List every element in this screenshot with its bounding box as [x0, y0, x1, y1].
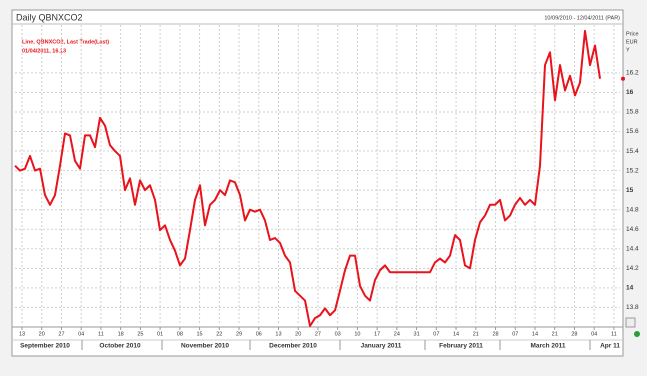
x-tick-label: 15 [197, 331, 203, 337]
y-tick-label: 15.8 [626, 109, 639, 116]
zoom-icon[interactable] [625, 317, 636, 328]
x-tick-label: 20 [39, 331, 45, 337]
x-tick-label: 25 [137, 331, 143, 337]
y-tick-label: 14 [626, 285, 634, 292]
x-tick-label: 29 [236, 331, 242, 337]
axis-label: Price [626, 31, 639, 37]
y-tick-label: 14.4 [626, 245, 639, 252]
x-tick-label: 28 [492, 331, 498, 337]
month-label: December 2010 [269, 343, 317, 350]
x-tick-label: 22 [216, 331, 222, 337]
x-tick-label: 24 [394, 331, 400, 337]
x-tick-label: 07 [512, 331, 518, 337]
x-tick-label: 11 [98, 331, 104, 337]
x-tick-label: 27 [58, 331, 64, 337]
y-tick-label: 14.8 [626, 206, 639, 213]
x-tick-label: 04 [591, 331, 597, 337]
x-tick-label: 06 [256, 331, 262, 337]
y-tick-label: 13.8 [626, 304, 639, 311]
y-tick-label: 15 [626, 187, 634, 194]
month-label: September 2010 [20, 343, 70, 350]
x-tick-label: 07 [433, 331, 439, 337]
x-tick-label: 27 [315, 331, 321, 337]
y-tick-label: 16 [626, 89, 634, 96]
axis-label: Y [626, 47, 630, 53]
y-tick-label: 15.4 [626, 148, 639, 155]
month-label: November 2010 [181, 343, 229, 350]
x-tick-label: 04 [78, 331, 84, 337]
legend-text: Line, QBNXCO2, Last Trade(Last) [22, 39, 109, 45]
x-tick-label: 01 [157, 331, 163, 337]
x-tick-label: 08 [177, 331, 183, 337]
y-tick-label: 16.2 [626, 70, 639, 77]
x-tick-label: 18 [118, 331, 124, 337]
month-label: March 2011 [530, 343, 565, 350]
y-tick-label: 14.6 [626, 226, 639, 233]
x-tick-label: 14 [453, 331, 459, 337]
x-tick-label: 03 [335, 331, 341, 337]
month-label: October 2010 [99, 343, 141, 350]
legend-text: 01/04/2011, 16.13 [22, 48, 66, 54]
price-line [14, 29, 601, 327]
status-dot [634, 331, 640, 337]
month-label: Apr 11 [600, 343, 620, 350]
chart-title: Daily QBNXCO2 [16, 12, 83, 22]
x-tick-label: 13 [275, 331, 281, 337]
x-tick-label: 11 [611, 331, 617, 337]
x-tick-label: 10 [354, 331, 360, 337]
x-tick-label: 17 [374, 331, 380, 337]
y-tick-label: 14.2 [626, 265, 639, 272]
x-tick-label: 28 [571, 331, 577, 337]
axis-label: EUR [626, 39, 638, 45]
month-label: January 2011 [361, 343, 402, 350]
x-tick-label: 31 [414, 331, 420, 337]
last-value-marker [621, 76, 625, 81]
x-tick-label: 13 [19, 331, 25, 337]
x-tick-label: 14 [532, 331, 538, 337]
y-tick-label: 15.2 [626, 167, 639, 174]
x-tick-label: 21 [473, 331, 479, 337]
date-range: 10/09/2010 - 12/04/2011 (PAR) [544, 15, 620, 21]
y-tick-label: 15.6 [626, 128, 639, 135]
x-tick-label: 21 [552, 331, 558, 337]
month-label: February 2011 [439, 343, 483, 350]
x-tick-label: 20 [295, 331, 301, 337]
